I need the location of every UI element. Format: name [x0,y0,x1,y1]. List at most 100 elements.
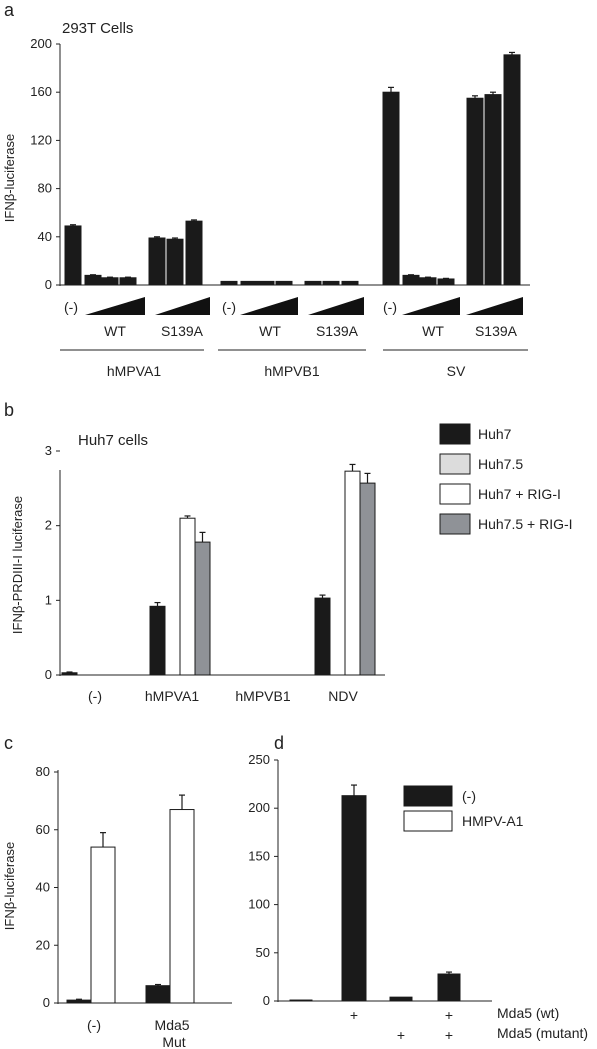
d-ytick-label-5: 250 [248,752,270,767]
a-bar-1-3 [275,280,293,286]
d-cond-wt-1: + [350,1007,358,1023]
a-wt-label-3: WT [422,323,444,339]
a-ytick-label-5: 200 [30,36,52,51]
a-wedge-2 [155,297,210,315]
d-ytick-label-3: 150 [248,848,270,863]
c-ytick-label-1: 20 [36,937,50,952]
panel-b: b Huh7 cells IFNβ-PRDIII-I luciferase 0 1… [4,400,573,704]
a-group-label-1: hMPVA1 [107,363,161,379]
c-bar-1-1 [169,809,195,1004]
panel-d-label: d [274,733,284,753]
a-bar-2-5 [484,94,502,286]
a-bar-2-2 [419,277,437,286]
panel-b-yaxis: 0 1 2 3 [45,443,60,682]
d-ytick-label-2: 100 [248,897,270,912]
panel-b-legend: Huh7 Huh7.5 Huh7 + RIG-I Huh7.5 + RIG-I [439,423,573,535]
a-bar-1-1 [240,280,258,286]
a-bar-0-5 [166,238,184,286]
a-wt-label-2: WT [259,323,281,339]
a-wedge-3 [240,297,298,315]
a-ytick-label-0: 0 [45,277,52,292]
a-bar-2-4 [466,97,484,286]
b-legend-label-0: Huh7 [478,426,512,442]
d-row-label-mutant: Mda5 (mutant) [497,1025,588,1041]
a-s139a-label-1: S139A [161,323,204,339]
panel-b-bars [61,463,376,676]
b-legend-swatch-1 [439,453,471,475]
a-bar-2-0 [382,91,400,286]
a-wedge-5 [402,297,460,315]
a-bar-0-4 [148,237,166,286]
panel-c-yaxis: 0 20 40 60 80 [36,764,58,1010]
d-legend-label-1: HMPV-A1 [462,813,524,829]
d-legend-swatch-0 [403,785,453,807]
panel-c-ylabel: IFNβ-luciferase [2,842,17,930]
c-ytick-label-4: 80 [36,764,50,779]
a-neg-label-3: (-) [383,299,397,315]
d-bar-1-3 [437,973,461,1002]
a-bar-2-6 [503,54,521,286]
d-cond-mutant-2: + [397,1027,405,1043]
c-cat-label-2-line1: Mda5 [155,1017,190,1033]
a-ytick-label-1: 40 [38,229,52,244]
panel-a-ylabel: IFNβ-luciferase [2,134,17,222]
b-legend-label-3: Huh7.5 + RIG-I [478,516,573,532]
b-ytick-label-3: 3 [45,443,52,458]
b-ytick-label-1: 1 [45,592,52,607]
a-bar-0-3 [119,277,137,286]
b-ytick-label-2: 2 [45,518,52,533]
a-s139a-label-2: S139A [316,323,359,339]
panel-c-bars [66,794,195,1004]
panel-b-categories: (-) hMPVA1 hMPVB1 NDV [88,688,358,704]
b-bar-3-3 [359,482,376,676]
b-legend-swatch-2 [439,483,471,505]
a-s139a-label-3: S139A [475,323,518,339]
a-bar-0-6 [185,220,203,286]
b-legend-label-1: Huh7.5 [478,456,523,472]
c-bar-0-1 [145,985,171,1004]
a-group-label-2: hMPVB1 [264,363,319,379]
c-ytick-label-2: 40 [36,880,50,895]
c-ytick-label-3: 60 [36,822,50,837]
b-ytick-label-0: 0 [45,667,52,682]
b-cat-label-0: (-) [88,688,102,704]
b-legend-swatch-3 [439,513,471,535]
a-neg-label-2: (-) [222,299,236,315]
d-ytick-label-4: 200 [248,800,270,815]
a-group-label-3: SV [447,363,466,379]
b-cat-label-1: hMPVA1 [145,688,199,704]
panel-a-title: 293T Cells [62,20,133,37]
panel-a: a 293T Cells IFNβ-luciferase 0 40 80 120 160… [2,0,530,379]
a-bar-0-2 [101,277,119,286]
a-bar-0-1 [84,274,102,286]
panel-c: c IFNβ-luciferase 0 20 40 60 80 (-) Mda5 Mut [2,733,232,1049]
d-bar-0-2 [389,996,413,1002]
panel-b-ylabel: IFNβ-PRDIII-I luciferase [10,496,25,634]
d-row-label-wt: Mda5 (wt) [497,1005,559,1021]
a-ytick-label-2: 80 [38,181,52,196]
a-ytick-label-4: 160 [30,84,52,99]
a-bar-0-0 [64,225,82,286]
a-bar-2-3 [437,278,455,286]
b-bar-2-1 [179,517,196,676]
d-ytick-label-1: 50 [256,945,270,960]
panel-d-conditions: + + + + Mda5 (wt) Mda5 (mutant) [350,1005,588,1043]
b-bar-0-3 [314,597,331,676]
panel-a-label: a [4,0,15,20]
panel-d-bars [289,784,461,1002]
b-legend-label-2: Huh7 + RIG-I [478,486,561,502]
a-wedge-6 [466,297,523,315]
d-legend-swatch-1 [403,810,453,832]
a-ytick-label-3: 120 [30,132,52,147]
c-ytick-label-0: 0 [43,995,50,1010]
panel-d: d 0 50 100 150 200 250 (-) HMPV-A1 + + + + Mda5 (w… [248,733,588,1043]
a-neg-label-1: (-) [64,299,78,315]
c-bar-1-0 [90,846,116,1004]
c-bar-0-0 [66,999,92,1004]
d-bar-0-0 [289,999,313,1002]
c-cat-label-2-line2: Mut [162,1034,185,1049]
d-cond-mutant-3: + [445,1027,453,1043]
panel-d-legend: (-) HMPV-A1 [403,785,524,832]
b-bar-0-1 [149,605,166,676]
